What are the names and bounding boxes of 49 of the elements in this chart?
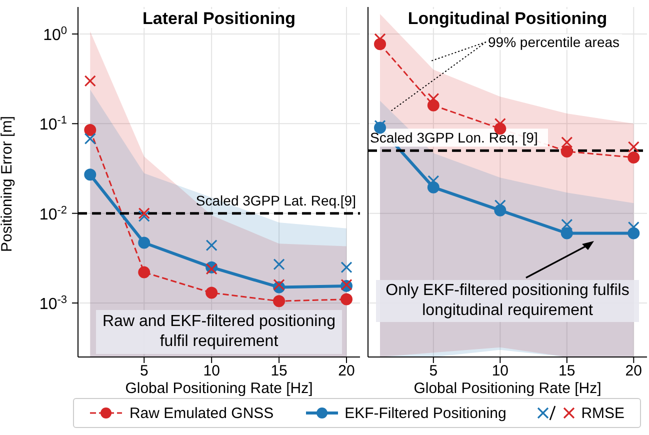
chart-title: Lateral Positioning: [139, 9, 299, 28]
legend-label: RMSE: [581, 404, 625, 422]
legend-label: Raw Emulated GNSS: [129, 404, 274, 422]
point: [84, 75, 96, 87]
point: [428, 175, 440, 187]
x-tick-label: 5: [140, 362, 148, 380]
point: [206, 240, 218, 252]
point: [560, 145, 573, 158]
y-axis-title: Positioning Error [m]: [0, 116, 16, 252]
point: [273, 278, 285, 291]
point: [561, 136, 573, 148]
point: [84, 168, 96, 181]
x-tick-label: 10: [492, 362, 508, 380]
point: [628, 141, 640, 153]
x-axis-title: Global Positioning Rate [Hz]: [414, 380, 602, 397]
point: [273, 258, 285, 270]
y-tick-label: 10$^{0}$: [43, 24, 67, 44]
annotation: Raw and EKF-filtered positioning fulfil requirement: [96, 310, 342, 354]
point: [374, 120, 386, 132]
point: [138, 208, 150, 220]
point: [340, 293, 353, 306]
y-tick-label: 10$^{-1}$: [39, 114, 67, 134]
point: [428, 92, 440, 104]
point: [138, 266, 150, 278]
x-tick-label: 15: [558, 362, 576, 380]
point: [206, 286, 218, 299]
x-axis-title: Global Positioning Rate [Hz]: [125, 380, 313, 397]
point: [84, 124, 96, 136]
y-tick-label: 10$^{-3}$: [39, 294, 67, 314]
chart-title: Longitudinal Positioning: [404, 9, 610, 28]
point: [561, 218, 573, 230]
annotation: 99% percentile areas: [486, 34, 622, 50]
point: [138, 236, 150, 249]
x-tick-label: 10: [203, 362, 220, 380]
point: [273, 295, 286, 308]
y-tick-label: 10$^{-2}$: [39, 204, 67, 224]
x-tick-label: 15: [270, 362, 288, 380]
ref-line-label: Scaled 3GPP Lon. Req. [9]: [370, 130, 538, 146]
point: [340, 262, 352, 274]
point: [138, 210, 150, 222]
point: [84, 132, 96, 144]
x-tick-label: 20: [625, 362, 642, 380]
annotation: Only EKF-filtered positioning fulfils longitudinal requirement: [376, 280, 639, 322]
legend-label: EKF-Filtered Positioning: [344, 404, 506, 422]
x-tick-label: 5: [429, 362, 438, 380]
point: [628, 151, 640, 164]
x-tick-label: 20: [338, 362, 355, 380]
ref-line-label: Scaled 3GPP Lat. Req.[9]: [196, 192, 356, 208]
point: [560, 227, 573, 240]
